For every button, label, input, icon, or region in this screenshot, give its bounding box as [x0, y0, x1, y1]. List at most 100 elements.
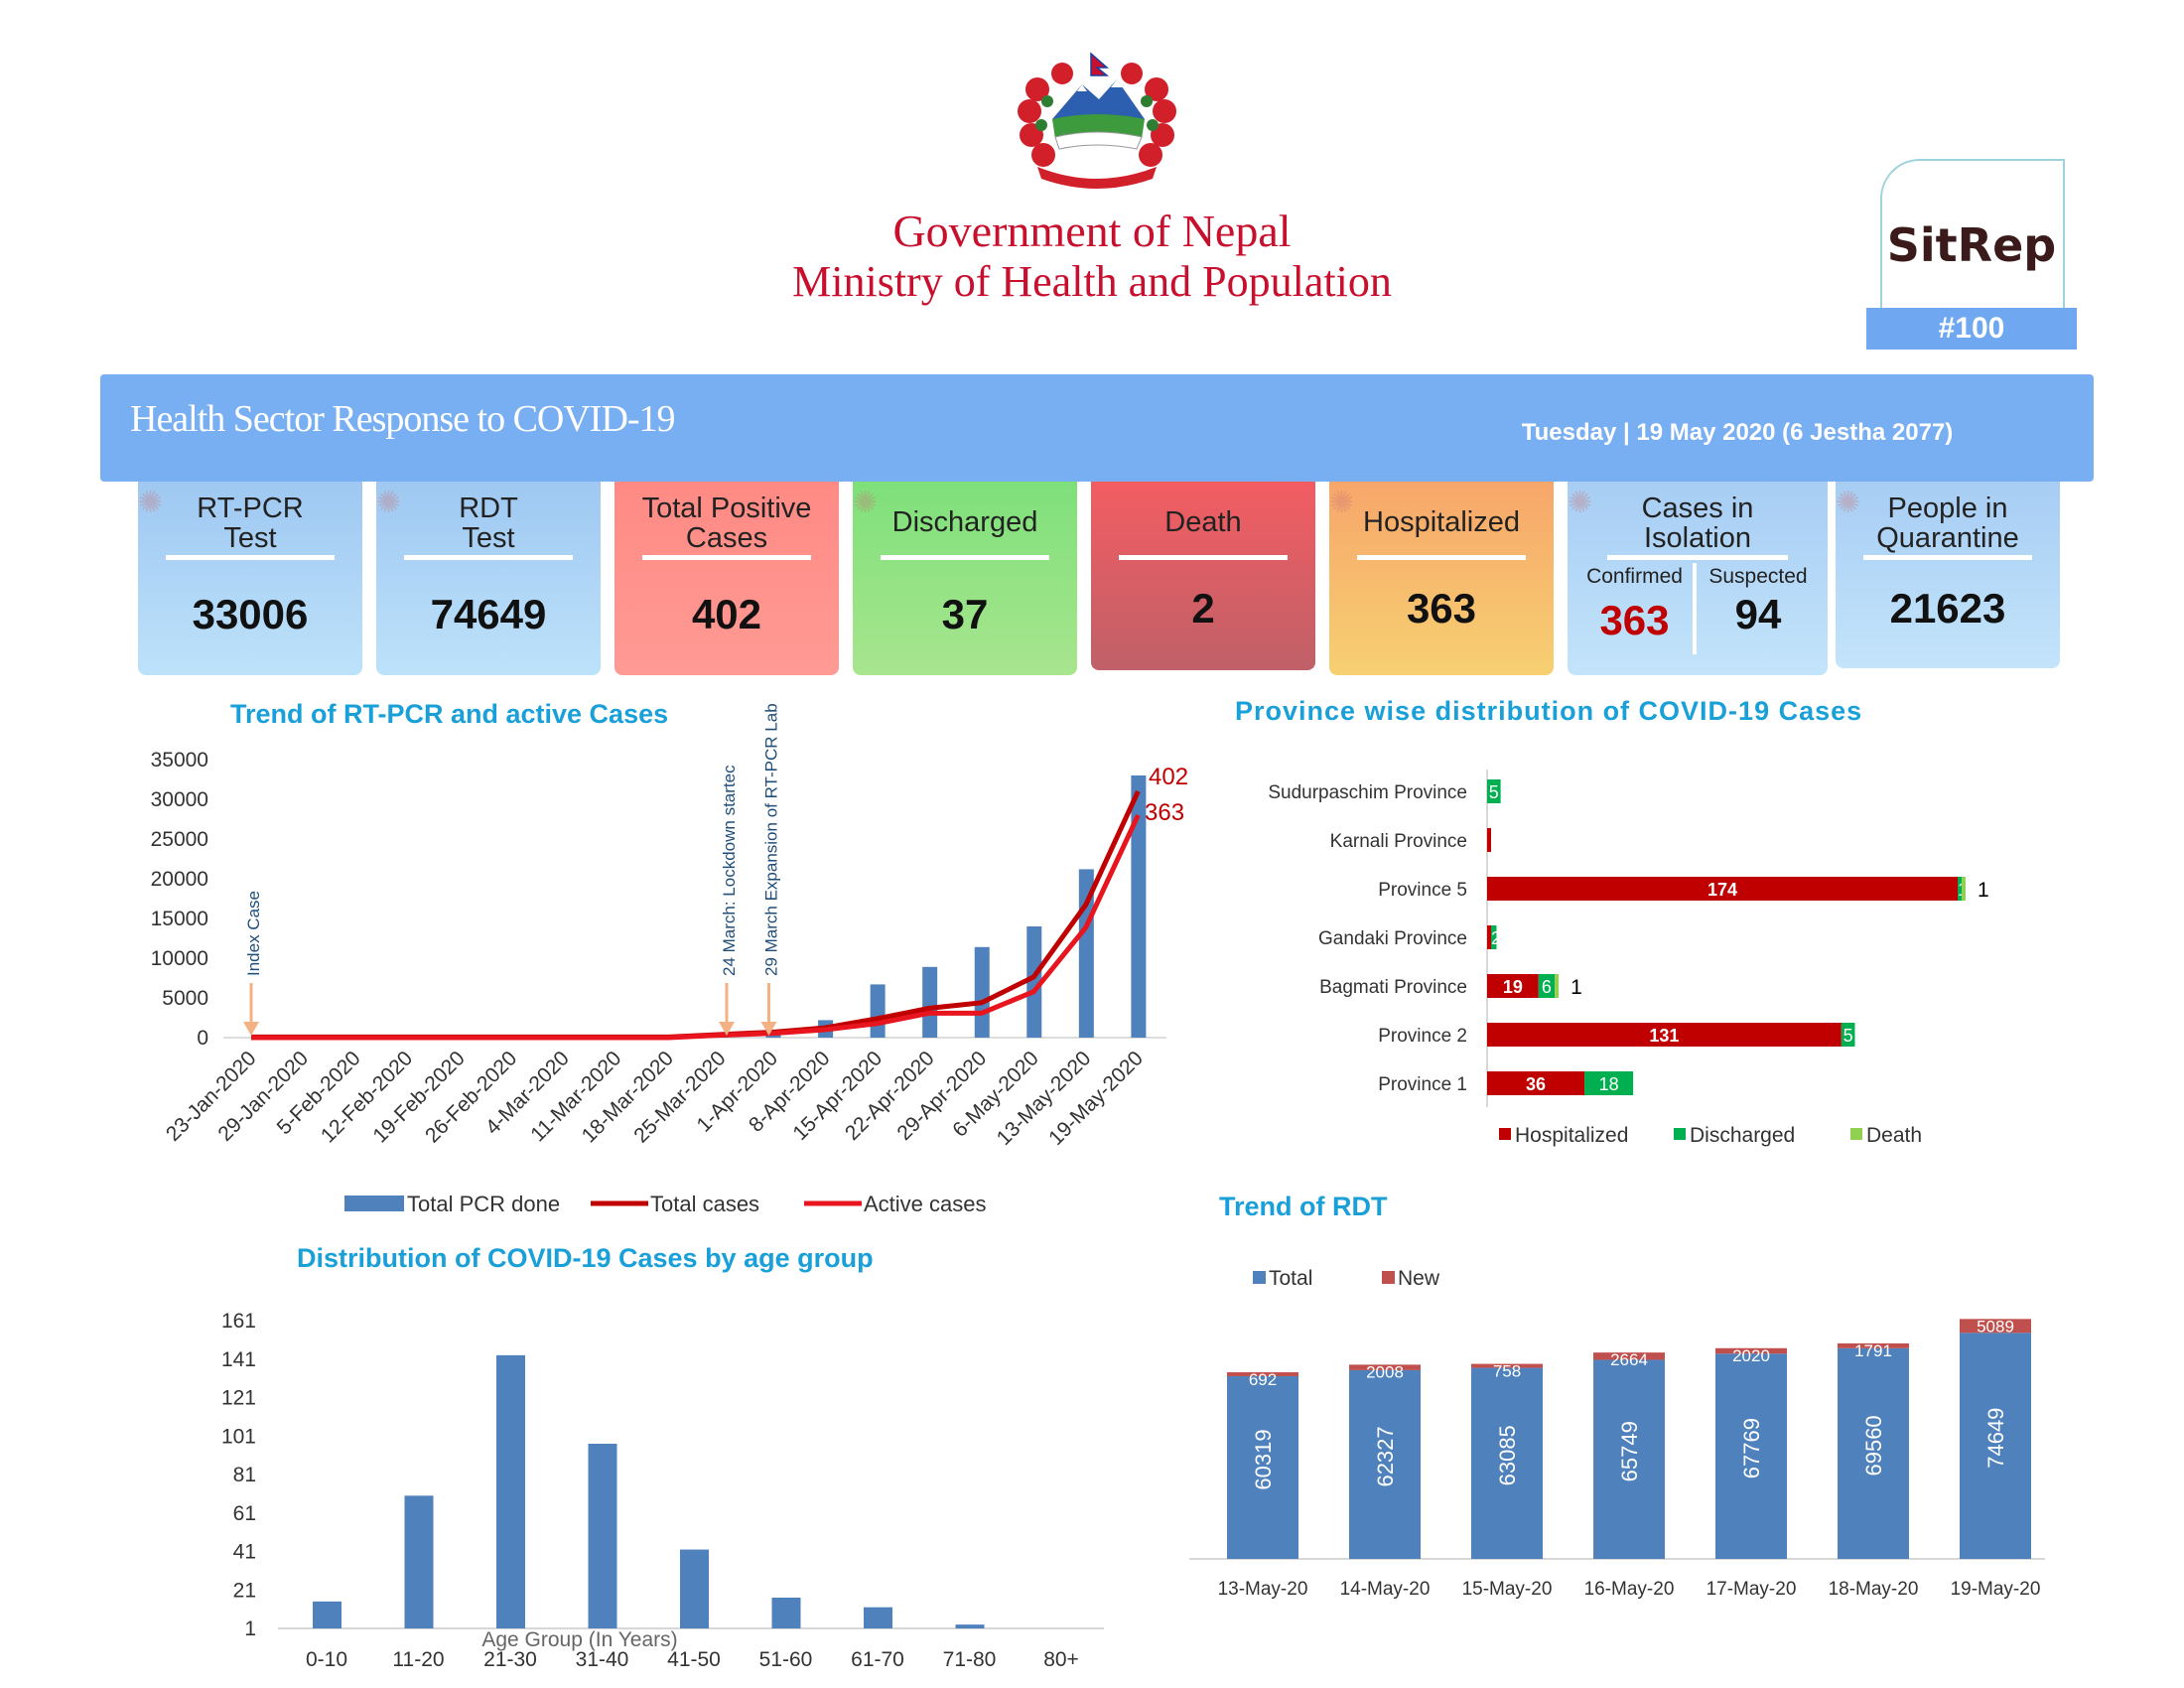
card-divider [1357, 555, 1526, 560]
chart-title-age: Distribution of COVID-19 Cases by age gr… [297, 1243, 874, 1273]
card-label: Death [1164, 506, 1242, 538]
data-label: 5 [1843, 1026, 1853, 1046]
card-rdt: ✺ RDT Test 74649 [376, 482, 601, 675]
data-label: 1 [1978, 879, 1989, 902]
age-bar [588, 1444, 617, 1628]
x-tick-label: 16-May-20 [1584, 1579, 1675, 1600]
legend-label: Total [1269, 1267, 1312, 1290]
data-label: 6 [1542, 977, 1552, 997]
y-tick-label: 121 [221, 1387, 256, 1410]
rdt-new-bar [1471, 1363, 1543, 1368]
annotation-arrowhead [760, 1022, 777, 1036]
annotation-label: 29 March Expansion of RT-PCR Lab [762, 703, 781, 976]
province-bar [1487, 1023, 1842, 1047]
legend-swatch [1674, 1128, 1686, 1140]
y-tick-label: 1 [244, 1618, 256, 1640]
card-divider [881, 555, 1049, 560]
virus-icon: ✺ [138, 487, 164, 519]
legend-swatch [1253, 1271, 1266, 1284]
y-tick-label: 5000 [162, 987, 208, 1010]
x-tick-label: 51-60 [759, 1648, 813, 1671]
data-label: 2008 [1366, 1362, 1404, 1381]
data-label: 5089 [1977, 1317, 2014, 1336]
virus-icon: ✺ [376, 487, 402, 519]
confirmed-label: Confirmed [1586, 565, 1683, 588]
data-label: 174 [1707, 880, 1737, 900]
rdt-new-bar [1838, 1342, 1909, 1348]
x-tick-label: 21-30 [483, 1648, 537, 1671]
card-divider [642, 555, 811, 560]
sitrep-label: SitRep [1886, 218, 2057, 272]
chart-title-rdt: Trend of RDT [1219, 1192, 1388, 1221]
y-tick-label: 41 [233, 1541, 256, 1564]
rdt-chart: Total New 60319 692 13-May-20 62327 2008 14-May… [1189, 1267, 2045, 1600]
x-tick-label: 41-50 [667, 1648, 721, 1671]
province-bar [1962, 877, 1966, 901]
province-bar [1487, 1071, 1585, 1095]
y-tick-label: 20000 [151, 868, 208, 891]
y-tick-label: 21 [233, 1579, 256, 1602]
card-value: 74649 [430, 591, 547, 637]
data-label: 36 [1526, 1074, 1546, 1094]
banner-date: Tuesday | 19 May 2020 (6 Jestha 2077) [1521, 419, 1954, 446]
data-label: 402 [1149, 764, 1188, 790]
province-bar [1958, 877, 1962, 901]
y-tick-label: 101 [221, 1425, 256, 1448]
card-discharged: ✺ Discharged 37 [853, 482, 1077, 675]
active-cases-line [251, 813, 1141, 1041]
card-isolation: ✺ Cases in Isolation Confirmed Suspected … [1568, 482, 1828, 675]
virus-icon: ✺ [1568, 487, 1593, 519]
data-label: 65749 [1617, 1421, 1642, 1481]
x-tick-label: 31-40 [576, 1648, 629, 1671]
pcr-bar [1131, 774, 1147, 1038]
legend-label: Discharged [1690, 1124, 1795, 1147]
annotation-arrowhead [718, 1022, 735, 1036]
rdt-new-bar [1349, 1364, 1421, 1370]
rtpcr-trend-chart: 35000 30000 25000 20000 15000 10000 5000 0 402 36… [151, 703, 1188, 1216]
confirmed-value: 363 [1599, 597, 1670, 643]
province-label: Bagmati Province [1319, 977, 1467, 998]
card-label: Test [223, 522, 277, 554]
legend-label: Death [1866, 1124, 1922, 1147]
rdt-total-bar [1960, 1333, 2031, 1559]
sitrep-number: #100 [1866, 308, 2077, 350]
pcr-bar [974, 946, 990, 1038]
card-label: Isolation [1643, 522, 1751, 554]
age-bar [404, 1495, 434, 1628]
card-label: Quarantine [1876, 522, 2019, 554]
card-quarantine: ✺ People in Quarantine 21623 [1836, 482, 2060, 668]
legend-swatch [1850, 1128, 1862, 1140]
isolation-divider [1693, 563, 1697, 654]
rdt-total-bar [1471, 1367, 1543, 1559]
data-label: 74649 [1983, 1408, 2008, 1469]
card-label: RT-PCR [197, 492, 304, 524]
rdt-new-bar [1715, 1347, 1787, 1354]
virus-icon: ✺ [1329, 487, 1355, 519]
annotation-label: 24 March: Lockdown startec [720, 765, 739, 976]
rdt-new-bar [1593, 1352, 1665, 1360]
card-divider [166, 555, 335, 560]
suspected-value: 94 [1734, 591, 1782, 637]
data-label: 63085 [1495, 1425, 1520, 1485]
data-label: 2020 [1732, 1346, 1770, 1365]
card-label: RDT [459, 492, 518, 524]
age-bar [313, 1601, 341, 1628]
data-label: 131 [1649, 1026, 1679, 1046]
pcr-bar [1026, 926, 1042, 1038]
y-tick-label: 61 [233, 1502, 256, 1525]
card-value: 33006 [192, 591, 309, 637]
province-label: Province 2 [1378, 1026, 1467, 1047]
legend-swatch [344, 1196, 404, 1211]
card-divider [404, 555, 573, 560]
card-value: 37 [941, 591, 989, 637]
virus-icon: ✺ [1836, 487, 1861, 519]
rdt-new-bar [1227, 1372, 1298, 1377]
gov-title: Government of Nepal [892, 206, 1292, 256]
pcr-bar [922, 966, 938, 1038]
legend-label: Total cases [650, 1192, 759, 1216]
card-value: 21623 [1889, 585, 2006, 632]
card-value: 2 [1191, 585, 1215, 632]
ministry-title: Ministry of Health and Population [792, 257, 1392, 306]
y-tick-label: 0 [197, 1027, 208, 1050]
province-bar [1487, 974, 1539, 998]
